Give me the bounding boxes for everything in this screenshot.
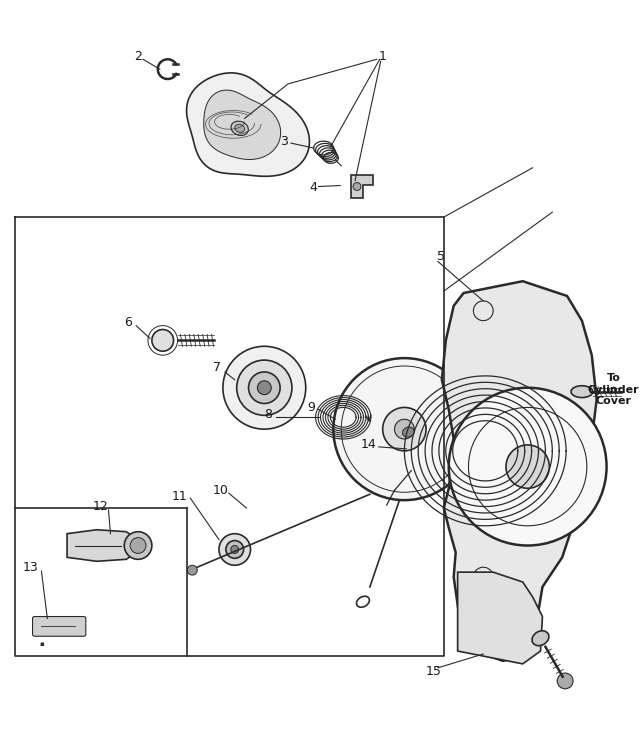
Polygon shape [67,530,138,562]
Text: 2: 2 [134,50,142,63]
Circle shape [125,531,152,559]
Text: 5: 5 [437,250,445,263]
Circle shape [449,388,607,545]
FancyBboxPatch shape [33,617,86,636]
Circle shape [223,346,306,429]
Text: 8: 8 [265,408,272,421]
Text: 12: 12 [92,500,108,512]
Ellipse shape [231,121,248,136]
Text: 9: 9 [308,401,316,414]
Polygon shape [351,175,373,198]
Text: 13: 13 [22,561,39,574]
Polygon shape [458,572,542,664]
Circle shape [506,445,550,488]
Circle shape [557,673,573,688]
Polygon shape [442,281,602,661]
Polygon shape [204,90,281,159]
Circle shape [187,565,197,575]
Text: To
Cylinder
Cover: To Cylinder Cover [587,373,639,407]
Polygon shape [187,73,309,176]
Circle shape [219,534,250,565]
Circle shape [130,537,146,553]
Circle shape [230,545,239,553]
Text: 11: 11 [171,490,187,503]
Text: 4: 4 [309,181,318,194]
Ellipse shape [235,124,245,132]
Text: ▪: ▪ [39,641,44,647]
Circle shape [383,407,426,451]
Ellipse shape [532,631,549,646]
Circle shape [248,372,280,404]
Circle shape [395,419,414,439]
Text: 10: 10 [213,484,229,497]
Circle shape [237,360,292,415]
Circle shape [226,540,243,559]
Circle shape [257,381,271,395]
Text: 15: 15 [426,665,442,678]
Ellipse shape [571,386,593,398]
Text: 1: 1 [379,50,386,63]
Circle shape [353,183,361,190]
Text: 7: 7 [213,361,221,374]
Text: 3: 3 [280,134,288,148]
Ellipse shape [403,427,414,437]
Text: 6: 6 [125,316,132,329]
Text: 14: 14 [361,438,377,451]
Circle shape [333,358,475,500]
Circle shape [152,330,173,352]
